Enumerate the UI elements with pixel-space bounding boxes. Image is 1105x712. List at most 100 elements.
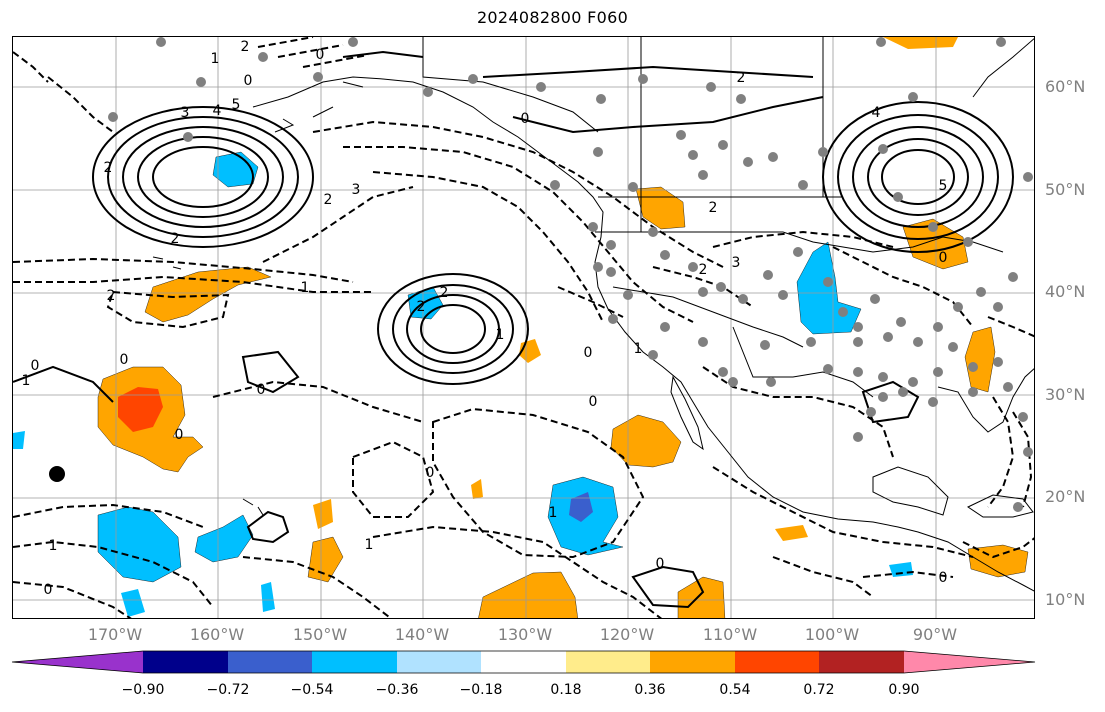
contour-label-group: 1 2 3 4 5 0 2 2 3 2 2 0 0 1 2 2 1 0 0 0 … [22,39,948,598]
colorbar-segment [228,651,312,673]
latitude-label: 60°N [1045,77,1086,96]
contour-label: 2 [107,288,116,304]
map-canvas: 1 2 3 4 5 0 2 2 3 2 2 0 0 1 2 2 1 0 0 0 … [13,37,1034,618]
colorbar-segment [12,651,143,673]
contour-label: 0 [584,345,593,361]
contour-label: 0 [656,556,665,572]
contour-label: 0 [426,465,435,481]
contour-label: 5 [232,97,241,113]
contour-label: 3 [352,182,361,198]
contour-label: 1 [634,341,643,357]
contour-label: 2 [241,39,250,55]
contour-label: 2 [104,160,113,176]
longitude-label: 90°W [912,625,958,644]
anomaly-patch [471,479,483,499]
colorbar-segment [650,651,735,673]
longitude-label: 160°W [189,625,245,644]
longitude-label: 170°W [87,625,143,644]
anomaly-patch [212,151,259,188]
colorbar-tick-label: 0.18 [550,682,582,698]
anomaly-patch [796,241,862,335]
colorbar-tick-label: 0.54 [719,682,751,698]
colorbar-segment [143,651,228,673]
colorbar-tick-label: −0.90 [121,682,165,698]
station-markers [108,37,1033,512]
anomaly-patch [902,218,969,270]
contour-label: 0 [120,352,129,368]
contour-label: 1 [549,505,558,521]
contour-label: 1 [22,373,31,389]
anomaly-patch [144,266,272,323]
contour-label: 0 [939,250,948,266]
latitude-label: 50°N [1045,180,1086,199]
contour-label: 4 [872,105,881,121]
colorbar-tick-label: −0.18 [459,682,503,698]
contour-label: 1 [49,538,58,554]
contour-label: 1 [496,327,505,343]
anomaly-patch [194,514,254,563]
contour-label: 1 [211,51,220,67]
colorbar-tick-label: 0.72 [803,682,835,698]
anomaly-patch [964,326,996,393]
contour-label: 1 [301,280,310,296]
anomaly-patch [889,562,913,577]
colorbar-tick-label: 0.36 [634,682,666,698]
contour-label: 5 [939,178,948,194]
colorbar-segment [819,651,904,673]
colorbar-segment [481,651,566,673]
anomaly-patch [121,589,145,617]
contour-label: 0 [316,47,325,63]
anomaly-patch [610,414,682,468]
map-plot-area: 1 2 3 4 5 0 2 2 3 2 2 0 0 1 2 2 1 0 0 0 … [12,36,1035,619]
contour-label: 0 [939,570,948,586]
anomaly-patch [569,492,593,522]
contour-label: 0 [257,382,266,398]
colorbar-segment [312,651,397,673]
anomaly-patch [677,576,726,618]
contour-label: 0 [589,394,598,410]
latitude-label: 20°N [1045,487,1086,506]
contour-label: 2 [417,299,426,315]
longitude-label: 130°W [497,625,553,644]
longitude-label: 120°W [599,625,655,644]
anomaly-patch [313,499,333,529]
anomaly-patch [478,571,578,618]
contour-label: 2 [699,262,708,278]
contour-label: 2 [709,200,718,216]
anomaly-patch [261,582,275,612]
contour-label: 2 [737,70,746,86]
anomaly-patch [118,387,163,432]
contour-label: 1 [365,537,374,553]
latitude-label: 10°N [1045,590,1086,609]
latitude-label: 40°N [1045,282,1086,301]
dashed-contours [13,37,1034,618]
anomaly-patch [13,431,25,449]
contour-label: 4 [213,103,222,119]
anomaly-patch [883,37,958,49]
colorbar-segment [566,651,650,673]
contour-label: 2 [440,285,449,301]
colorbar-tick-label: −0.72 [206,682,250,698]
colorbar [11,650,1036,674]
longitude-label: 140°W [394,625,450,644]
colorbar-tick-label: −0.54 [290,682,334,698]
colorbar-segment [397,651,481,673]
contour-label: 0 [175,427,184,443]
contour-label: 0 [521,111,530,127]
anomaly-patch [407,286,444,320]
large-station-marker [49,466,65,482]
contour-label: 2 [324,192,333,208]
latitude-label: 30°N [1045,385,1086,404]
contour-label: 0 [244,73,253,89]
longitude-label: 110°W [702,625,758,644]
solid-contours [13,50,1014,609]
anomaly-patch [635,186,686,230]
map-title: 2024082800 F060 [476,8,629,27]
contour-label: 3 [181,105,190,121]
colorbar-tick-label: 0.90 [888,682,920,698]
colorbar-outline [11,650,1036,674]
colorbar-tick-label: −0.36 [375,682,419,698]
colorbar-segment [735,651,819,673]
contour-label: 0 [31,358,40,374]
anomaly-patch [775,525,808,541]
